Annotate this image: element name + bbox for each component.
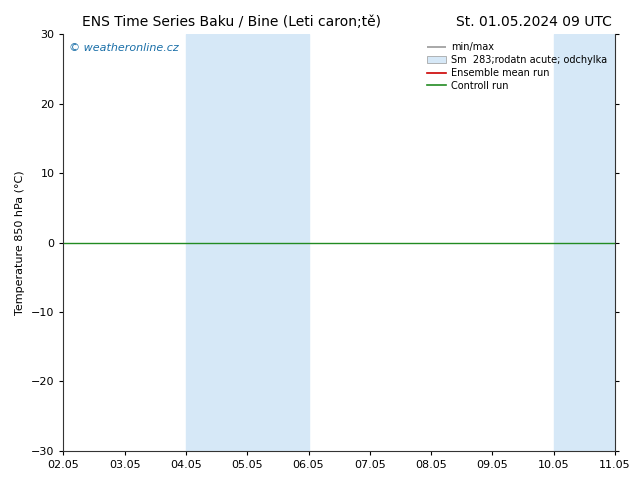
Legend: min/max, Sm  283;rodatn acute; odchylka, Ensemble mean run, Controll run: min/max, Sm 283;rodatn acute; odchylka, … xyxy=(424,39,610,94)
Bar xyxy=(186,34,309,451)
Bar xyxy=(553,34,634,451)
Text: ENS Time Series Baku / Bine (Leti caron;tě): ENS Time Series Baku / Bine (Leti caron;… xyxy=(82,15,382,29)
Y-axis label: Temperature 850 hPa (°C): Temperature 850 hPa (°C) xyxy=(15,170,25,315)
Text: St. 01.05.2024 09 UTC: St. 01.05.2024 09 UTC xyxy=(456,15,612,29)
Text: © weatheronline.cz: © weatheronline.cz xyxy=(69,43,179,52)
